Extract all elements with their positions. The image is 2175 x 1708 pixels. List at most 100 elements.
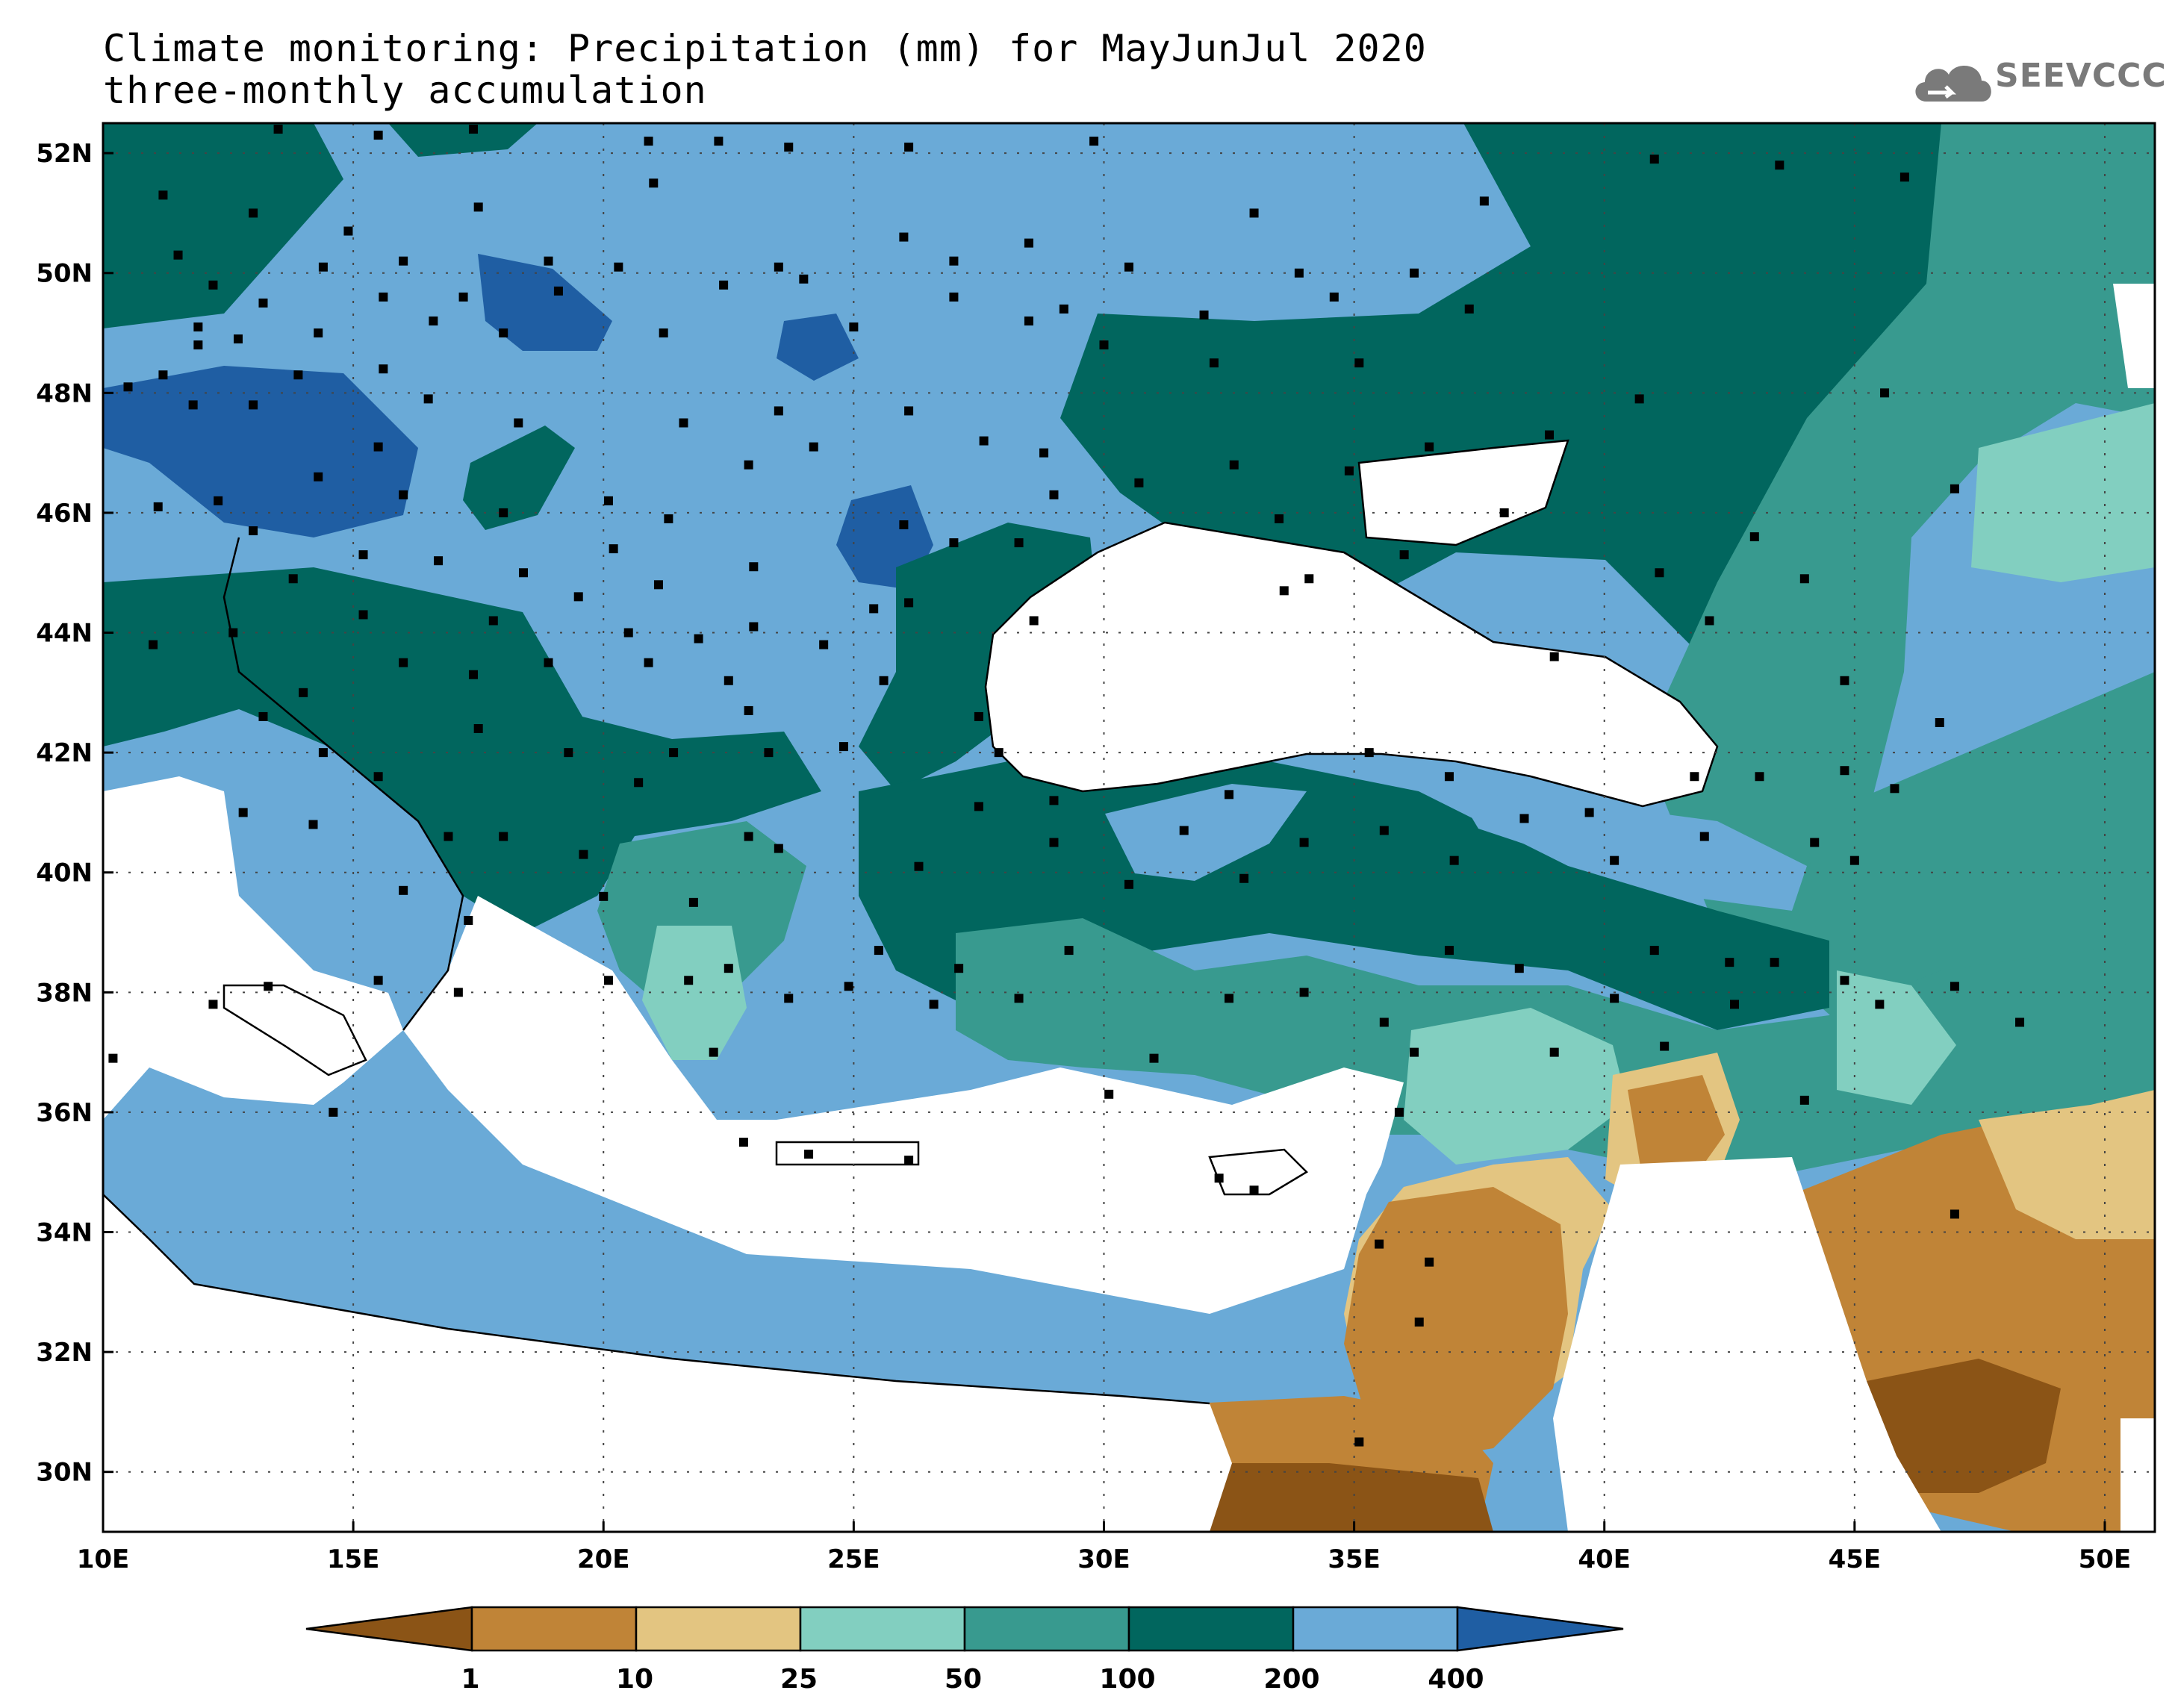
station-marker [764,748,774,758]
station-marker [774,406,783,416]
station-marker [329,1107,338,1117]
station-marker [949,256,959,266]
station-marker [1410,268,1419,278]
x-tick-label: 25E [827,1545,880,1574]
station-marker [373,442,383,452]
station-marker [679,418,688,428]
station-marker [1199,310,1209,320]
station-marker [453,988,463,997]
colorbar-label: 400 [1428,1664,1484,1695]
y-tick-label: 32N [36,1338,93,1368]
station-marker [149,640,158,649]
station-marker [1584,808,1594,817]
station-marker [273,125,283,134]
station-marker [1880,388,1890,398]
station-marker [173,250,183,260]
station-marker [1449,855,1459,865]
station-marker [904,406,914,416]
station-marker [669,748,679,758]
station-marker [1755,772,1764,782]
station-marker [1649,155,1659,164]
colorbar-label: 100 [1099,1664,1155,1695]
station-marker [899,520,909,529]
x-tick-label: 35E [1328,1545,1381,1574]
station-marker [1935,717,1944,727]
station-marker [1124,879,1133,889]
station-marker [809,442,818,452]
station-marker [1024,316,1033,325]
station-marker [954,964,964,973]
station-marker [188,400,198,410]
station-marker [514,418,523,428]
station-marker [749,622,759,632]
station-marker [2015,1017,2025,1027]
colorbar-segment [635,1606,802,1652]
station-marker [373,772,383,782]
station-marker [1414,1317,1424,1327]
station-marker [1479,196,1489,206]
y-tick-label: 34N [36,1218,93,1248]
station-marker [603,976,613,985]
station-marker [1399,550,1409,560]
station-marker [819,640,829,649]
station-marker [423,394,433,404]
station-marker [874,946,883,956]
station-marker [1549,1047,1559,1057]
station-marker [664,514,673,523]
x-tick-label: 45E [1829,1545,1882,1574]
station-marker [1104,1089,1114,1099]
station-marker [1799,574,1809,584]
station-marker [108,1053,118,1063]
colorbar-label: 10 [616,1664,653,1695]
station-marker [233,334,243,344]
station-marker [1775,160,1785,170]
station-marker [609,544,618,554]
station-marker [653,580,663,590]
station-marker [1810,838,1820,847]
station-marker [318,748,328,758]
station-marker [644,137,653,146]
station-marker [1799,1095,1809,1105]
station-marker [573,592,583,602]
station-marker [238,808,248,817]
station-marker [1649,946,1659,956]
station-marker [293,370,303,380]
y-tick-label: 40N [36,858,93,888]
station-marker [1239,873,1249,883]
station-marker [499,508,508,517]
station-marker [749,562,759,572]
station-marker [473,202,483,212]
colorbar-label: 50 [945,1664,982,1695]
colorbar-segment [963,1606,1130,1652]
station-marker [1410,1047,1419,1057]
station-marker [1099,340,1109,350]
station-marker [1225,790,1234,800]
y-tick-label: 38N [36,978,93,1008]
station-marker [599,891,609,901]
station-marker [1344,466,1354,476]
station-marker [1329,292,1339,302]
station-marker [1519,814,1529,823]
station-marker [694,634,703,643]
station-marker [288,574,298,584]
station-marker [1545,430,1555,440]
colorbar-label: 25 [780,1664,818,1695]
station-marker [458,292,468,302]
station-marker [1134,478,1144,487]
station-marker [434,556,444,566]
station-marker [399,490,408,499]
station-marker [464,915,473,925]
station-marker [1690,772,1699,782]
station-marker [1749,532,1759,542]
station-marker [1049,490,1059,499]
station-marker [499,832,508,841]
station-marker [799,274,809,284]
station-marker [553,286,563,296]
station-marker [738,1138,748,1147]
station-marker [1229,460,1239,470]
station-marker [379,292,388,302]
colorbar-segment [1127,1606,1295,1652]
logo-text: SEEVCCC [1995,57,2167,95]
station-marker [208,280,218,290]
